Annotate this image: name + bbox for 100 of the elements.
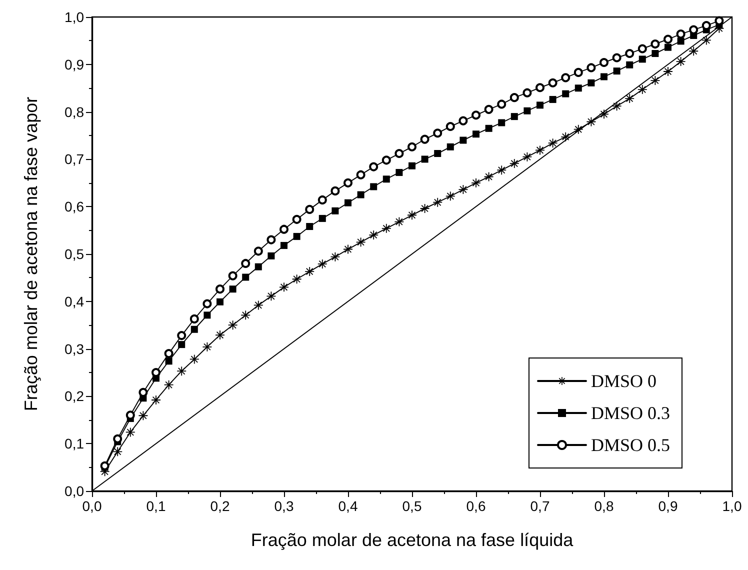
x-tick-label: 0,7 — [530, 498, 550, 514]
x-tick-label: 0,0 — [82, 498, 102, 514]
point — [586, 63, 596, 72]
point — [332, 207, 339, 214]
point — [472, 110, 480, 120]
point — [177, 366, 186, 376]
point — [472, 130, 480, 138]
point — [228, 320, 238, 330]
y-tick-label: 0,1 — [64, 436, 84, 452]
point — [600, 58, 608, 67]
x-tick-label: 0,8 — [594, 498, 614, 514]
point — [190, 314, 199, 324]
point — [266, 235, 276, 244]
point — [370, 183, 378, 190]
y-tick-label: 0,4 — [64, 293, 84, 310]
point — [254, 300, 263, 310]
point — [562, 90, 570, 98]
point — [292, 214, 302, 224]
point — [394, 149, 404, 158]
point — [318, 259, 327, 268]
point — [280, 242, 288, 249]
point — [510, 158, 519, 168]
point — [204, 312, 211, 319]
point — [228, 271, 238, 280]
point — [446, 143, 454, 150]
point — [446, 122, 455, 131]
y-tick-label: 0,6 — [64, 198, 84, 215]
point — [357, 191, 364, 198]
point — [241, 310, 250, 320]
point — [408, 142, 416, 152]
y-tick-label: 0,2 — [64, 388, 84, 404]
point — [574, 124, 583, 134]
point — [113, 447, 122, 456]
point — [561, 132, 570, 142]
point — [446, 192, 455, 201]
y-axis-title: Fração molar de acetona na fase vapor — [21, 96, 41, 412]
point — [650, 40, 660, 49]
point — [574, 84, 582, 92]
point — [625, 94, 634, 104]
y-tick-label: 0,3 — [64, 340, 84, 357]
x-tick-label: 0,2 — [210, 498, 230, 514]
point — [293, 232, 300, 240]
x-tick-label: 0,1 — [146, 498, 166, 514]
point — [164, 349, 174, 358]
point — [242, 274, 250, 281]
point — [485, 124, 492, 132]
point — [664, 67, 672, 76]
legend-label: DMSO 0 — [590, 371, 656, 391]
point — [305, 267, 314, 276]
point — [318, 214, 326, 222]
point — [216, 298, 224, 306]
point — [689, 46, 698, 56]
point — [138, 411, 148, 420]
y-tick-label: 0,7 — [64, 151, 84, 168]
y-tick-label: 1,0 — [64, 9, 84, 25]
point — [344, 199, 352, 206]
point — [241, 258, 250, 268]
point — [638, 85, 647, 94]
point — [626, 61, 634, 68]
point — [510, 113, 518, 120]
point — [638, 44, 647, 54]
point — [254, 246, 263, 256]
x-tick-label: 0,5 — [402, 498, 422, 514]
point — [408, 162, 416, 170]
point — [561, 73, 570, 82]
point — [318, 195, 327, 204]
x-tick-label: 0,6 — [466, 498, 486, 514]
x-tick-label: 0,3 — [274, 498, 294, 514]
point — [280, 224, 288, 234]
x-tick-label: 0,4 — [338, 498, 358, 514]
point — [216, 330, 224, 340]
point — [612, 53, 622, 62]
point — [229, 286, 236, 293]
point — [165, 358, 172, 365]
point — [305, 204, 314, 214]
point — [382, 176, 390, 183]
point — [548, 78, 558, 88]
point — [356, 170, 366, 180]
point — [216, 284, 224, 294]
point — [369, 162, 378, 172]
point — [433, 198, 442, 207]
point — [625, 49, 634, 58]
point — [420, 134, 430, 144]
point — [434, 150, 442, 158]
point — [524, 107, 531, 114]
y-tick-label: 0,9 — [64, 56, 84, 72]
y-tick-label: 0,5 — [64, 246, 84, 262]
point — [458, 116, 468, 126]
point — [164, 380, 174, 390]
point — [344, 178, 352, 188]
point — [152, 395, 160, 404]
point — [510, 93, 519, 102]
point — [522, 88, 532, 98]
point — [330, 186, 340, 196]
point — [268, 252, 275, 260]
point — [396, 168, 403, 176]
point — [588, 79, 595, 86]
point — [433, 128, 442, 138]
point — [421, 156, 428, 163]
legend-label: DMSO 0.5 — [590, 435, 670, 455]
